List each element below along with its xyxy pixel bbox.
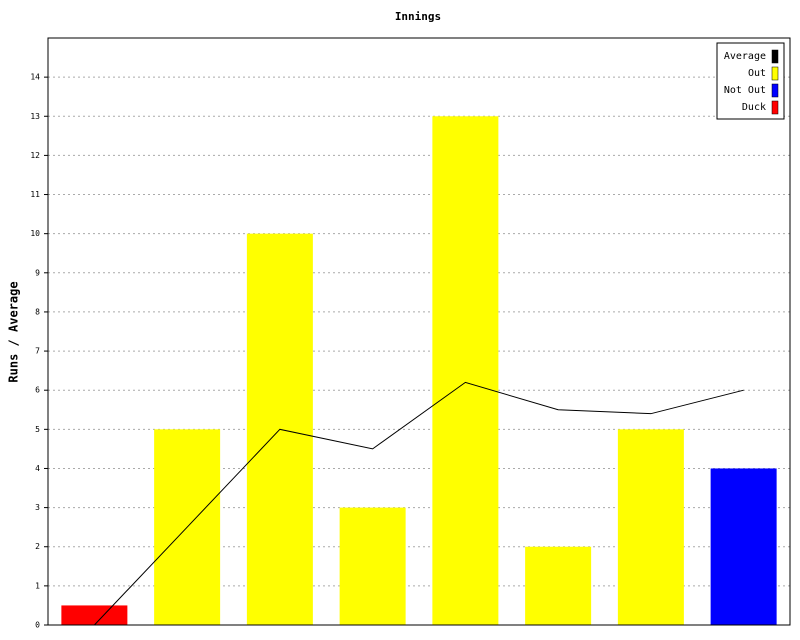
y-tick-label: 3 bbox=[35, 503, 40, 512]
bar bbox=[617, 429, 684, 625]
y-tick-label: 8 bbox=[35, 307, 40, 316]
y-tick-label: 5 bbox=[35, 425, 40, 434]
bar bbox=[61, 605, 128, 625]
y-tick-label: 6 bbox=[35, 386, 40, 395]
y-tick-label: 11 bbox=[30, 190, 40, 199]
y-axis-label: Runs / Average bbox=[7, 281, 21, 382]
y-tick-label: 2 bbox=[35, 542, 40, 551]
legend-swatch bbox=[771, 66, 779, 81]
y-tick-label: 10 bbox=[30, 229, 40, 238]
legend-swatch bbox=[771, 83, 779, 98]
legend-label: Average bbox=[724, 51, 766, 62]
y-tick-label: 1 bbox=[35, 581, 40, 590]
plot-frame bbox=[47, 37, 791, 626]
bar bbox=[525, 546, 592, 625]
chart-title: Innings bbox=[395, 10, 441, 23]
y-tick-label: 13 bbox=[30, 112, 40, 121]
legend-swatch bbox=[771, 100, 779, 115]
legend-label: Duck bbox=[742, 102, 766, 113]
y-tick-label: 0 bbox=[35, 621, 40, 630]
y-tick-label: 14 bbox=[30, 73, 40, 82]
average-line bbox=[94, 381, 744, 626]
y-tick-label: 7 bbox=[35, 347, 40, 356]
y-tick-label: 12 bbox=[30, 151, 40, 160]
bar bbox=[432, 116, 499, 626]
y-tick-label: 4 bbox=[35, 464, 40, 473]
legend-label: Out bbox=[748, 68, 766, 79]
y-tick-label: 9 bbox=[35, 268, 40, 277]
bar bbox=[339, 507, 406, 625]
legend-label: Not Out bbox=[724, 85, 766, 96]
legend-swatch bbox=[771, 49, 779, 64]
bar bbox=[710, 468, 777, 625]
